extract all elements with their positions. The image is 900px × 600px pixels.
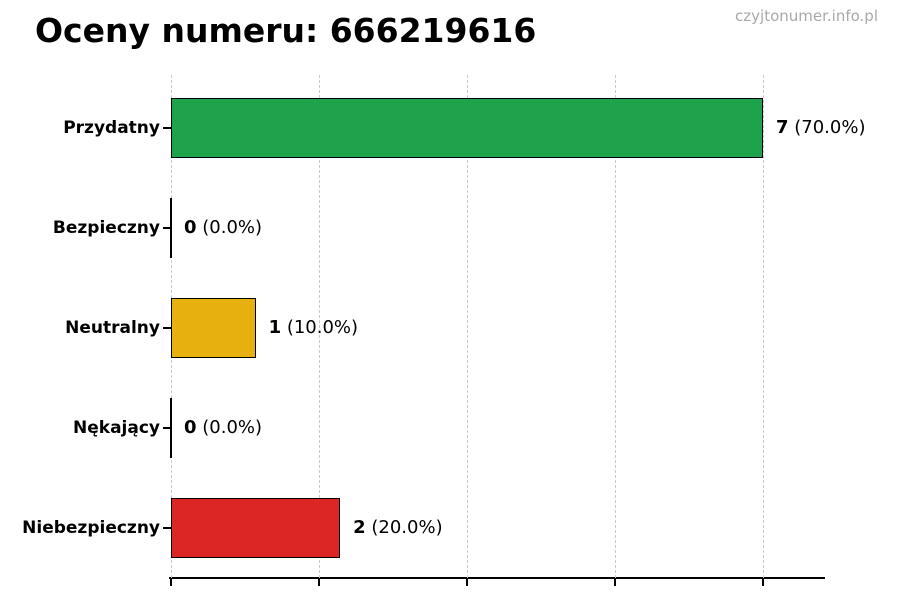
x-axis-tick-2	[465, 579, 468, 586]
value-percent-1: (0.0%)	[196, 217, 263, 238]
gridline-2	[466, 75, 468, 578]
value-count-3: 0	[184, 417, 197, 438]
y-axis-tick-2	[163, 327, 171, 329]
gridline-3	[614, 75, 616, 578]
x-axis-tick-3	[613, 579, 616, 586]
value-label-2: 1 (10.0%)	[269, 316, 358, 340]
value-count-1: 0	[184, 217, 197, 238]
x-axis-tick-1	[317, 579, 320, 586]
value-percent-0: (70.0%)	[788, 117, 866, 138]
y-axis-tick-4	[163, 527, 171, 529]
chart-title: Oceny numeru: 666219616	[35, 11, 537, 50]
value-count-4: 2	[353, 517, 366, 538]
y-axis-tick-3	[163, 427, 171, 429]
value-label-4: 2 (20.0%)	[353, 516, 442, 540]
bar-2	[171, 298, 256, 358]
category-label-2: Neutralny	[65, 318, 160, 338]
bar-4	[171, 498, 341, 558]
gridline-1	[318, 75, 320, 578]
y-axis-tick-1	[163, 227, 171, 229]
value-percent-3: (0.0%)	[196, 417, 263, 438]
y-axis-tick-0	[163, 127, 171, 129]
value-label-3: 0 (0.0%)	[184, 416, 262, 440]
x-axis-line	[169, 577, 825, 579]
value-count-0: 7	[775, 117, 789, 138]
category-label-4: Niebezpieczny	[22, 518, 160, 538]
value-count-2: 1	[268, 317, 282, 338]
bar-1	[169, 198, 173, 258]
value-label-1: 0 (0.0%)	[184, 216, 262, 240]
gridline-4	[762, 75, 764, 578]
category-label-1: Bezpieczny	[52, 218, 160, 238]
bar-3	[169, 398, 173, 458]
value-label-0: 7 (70.0%)	[776, 116, 865, 140]
category-label-3: Nękający	[73, 418, 160, 438]
x-axis-tick-0	[170, 579, 172, 586]
bar-0	[171, 98, 763, 158]
value-percent-4: (20.0%)	[365, 517, 443, 538]
x-axis-tick-4	[761, 579, 764, 586]
watermark-text: czyjtonumer.info.pl	[735, 7, 878, 25]
value-percent-2: (10.0%)	[281, 317, 359, 338]
category-label-0: Przydatny	[63, 118, 160, 138]
